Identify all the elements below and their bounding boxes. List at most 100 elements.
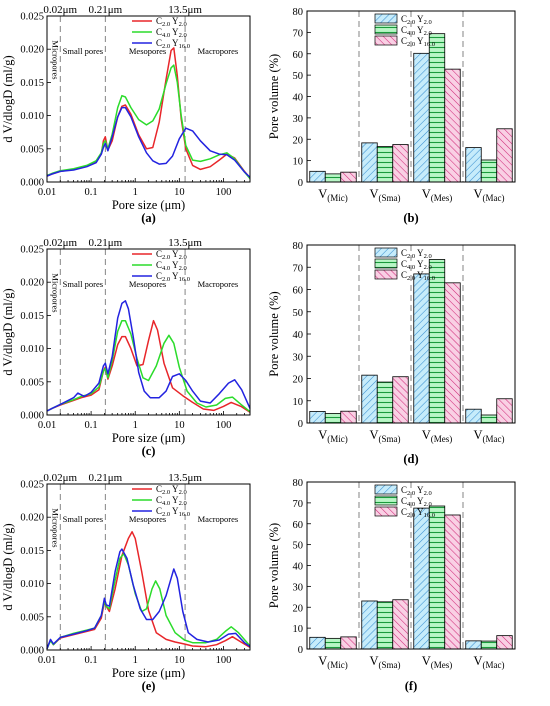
y-tick-label: 0.020: [20, 278, 44, 289]
series-line: [46, 319, 251, 413]
y-axis-label: d V/dlogD (ml/g): [1, 523, 15, 610]
region-label-micropores: Micropores: [51, 508, 61, 547]
y-tick-label: 50: [293, 308, 304, 319]
legend-name-part: C: [156, 260, 162, 270]
legend-name-part: Y: [415, 270, 424, 280]
legend-name-part: C: [156, 484, 162, 494]
bar: [428, 259, 446, 424]
bar: [309, 411, 326, 424]
y-tick-label: 60: [293, 520, 304, 531]
legend-entry: C2.0 Y16.0: [401, 270, 435, 282]
category-label: V(Mes): [422, 428, 453, 444]
subscript: 2.0: [179, 265, 187, 272]
region-label-macropores: Macropores: [198, 279, 239, 289]
bar: [413, 273, 430, 424]
x-tick-label: 10: [174, 187, 185, 198]
legend-entry: C2.0 Y16.0: [156, 38, 190, 50]
y-tick-label: 0.005: [20, 144, 44, 155]
legend-name-part: Y: [415, 14, 424, 24]
panel-label: (e): [142, 679, 156, 693]
bar: [480, 159, 498, 183]
subscript: 16.0: [424, 512, 435, 519]
panel-label: (c): [142, 444, 156, 458]
x-axis-label: Pore size (μm): [112, 666, 185, 680]
series-line: [46, 548, 251, 649]
legend-entry: C2.0 Y16.0: [156, 506, 190, 518]
legend-swatch: [374, 35, 398, 46]
x-tick-label: 10: [174, 655, 185, 666]
bar: [376, 146, 394, 183]
category-label: V(Mes): [422, 654, 453, 670]
y-tick-label: 0.010: [20, 579, 44, 590]
x-tick-label: 0.01: [38, 420, 56, 431]
legend-name-part: C: [401, 36, 407, 46]
y-tick-label: 60: [293, 50, 304, 61]
legend-entry: C4.0 Y2.0: [156, 495, 187, 507]
category-label: V(Sma): [369, 428, 400, 444]
y-tick-label: 0.000: [20, 646, 44, 657]
region-label-mesopores: Mesopores: [129, 514, 166, 524]
subscript: 16.0: [179, 511, 190, 518]
y-tick-label: 30: [293, 352, 304, 363]
y-tick-label: 0: [298, 419, 303, 430]
y-tick-label: 10: [293, 157, 304, 168]
y-tick-label: 0.000: [20, 178, 44, 189]
legend-name-part: Y: [415, 25, 424, 35]
chart-panel-c: 0.02μm 0.21μm 13.5μm Micropores Small pores M…: [1, 237, 251, 458]
legend-name-part: C: [156, 495, 162, 505]
legend-entry: C4.0 Y2.0: [401, 259, 432, 271]
subscript: 16.0: [424, 41, 435, 48]
x-tick-label: 100: [216, 187, 232, 198]
y-tick-label: 70: [293, 28, 304, 39]
y-tick-label: 0.025: [20, 480, 44, 491]
legend-name-part: C: [401, 496, 407, 506]
y-tick-label: 40: [293, 93, 304, 104]
legend-swatch: [374, 484, 398, 495]
legend-swatch: [374, 13, 398, 24]
series-line: [46, 47, 251, 179]
x-tick-label: 0.01: [38, 655, 56, 666]
y-tick-label: 70: [293, 499, 304, 510]
legend-name-part: Y: [170, 249, 179, 259]
legend-name-part: Y: [170, 484, 179, 494]
legend-name-part: Y: [170, 271, 179, 281]
legend-swatch: [374, 269, 398, 280]
category-main: V: [422, 654, 431, 668]
category-label: V(Sma): [369, 187, 400, 203]
y-tick-label: 0.010: [20, 111, 44, 122]
bar: [480, 640, 498, 650]
boundary-label: 0.02μm: [43, 237, 77, 249]
bar: [444, 282, 461, 424]
legend-entry: C2.0 Y2.0: [156, 16, 187, 28]
subscript: 2.0: [162, 21, 170, 28]
y-tick-label: 0.025: [20, 12, 44, 23]
legend-name-part: Y: [170, 506, 179, 516]
subscript: 2.0: [179, 254, 187, 261]
subscript: 2.0: [162, 254, 170, 261]
x-tick-label: 100: [216, 655, 232, 666]
subscript: (Sma): [379, 434, 401, 444]
legend-name-part: Y: [170, 27, 179, 37]
legend-entry: C4.0 Y2.0: [156, 27, 187, 39]
subscript: 4.0: [162, 500, 170, 507]
legend-name-part: C: [156, 506, 162, 516]
subscript: 2.0: [424, 253, 432, 260]
category-label: V(Mac): [473, 654, 504, 670]
region-label-macropores: Macropores: [198, 514, 239, 524]
legend-name-part: Y: [170, 495, 179, 505]
subscript: 4.0: [407, 501, 415, 508]
subscript: (Mes): [431, 660, 453, 670]
bar: [324, 173, 342, 183]
panel-label: (f): [405, 679, 418, 693]
x-tick-label: 1: [133, 420, 138, 431]
bar: [361, 142, 378, 183]
category-main: V: [369, 428, 378, 442]
legend-name-part: Y: [170, 16, 179, 26]
y-tick-label: 0.025: [20, 245, 44, 256]
legend-name-part: C: [401, 507, 407, 517]
region-label-small-pores: Small pores: [63, 279, 103, 289]
x-tick-label: 0.1: [85, 655, 98, 666]
y-tick-label: 0.015: [20, 311, 44, 322]
subscript: 2.0: [407, 275, 415, 282]
